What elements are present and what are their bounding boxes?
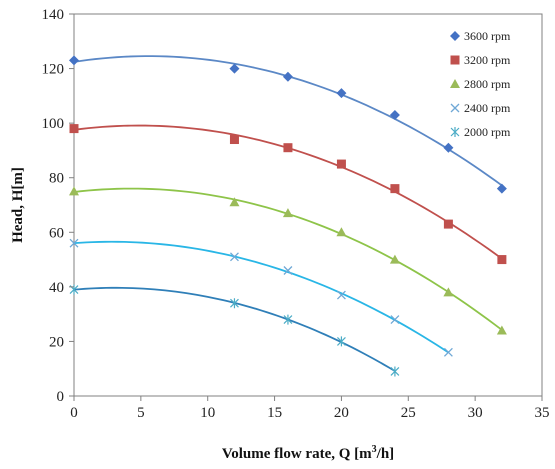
data-point bbox=[336, 227, 347, 237]
data-point bbox=[69, 55, 79, 66]
data-point bbox=[336, 159, 346, 169]
x-tick-label: 0 bbox=[70, 405, 78, 421]
data-point bbox=[337, 336, 346, 347]
legend-label: 2800 rpm bbox=[464, 77, 511, 91]
y-tick-label: 140 bbox=[42, 7, 65, 23]
data-point bbox=[443, 347, 453, 357]
data-point bbox=[229, 63, 240, 74]
data-point bbox=[497, 255, 507, 265]
legend-label: 3200 rpm bbox=[464, 53, 511, 67]
data-point bbox=[283, 266, 293, 275]
legend-marker bbox=[450, 31, 460, 41]
data-point bbox=[283, 314, 293, 325]
legend: 3600 rpm 3200 rpm 2800 rpm 2400 rpm 2000 rpm bbox=[450, 29, 511, 139]
x-tick-label: 35 bbox=[535, 405, 550, 421]
plot-area bbox=[73, 13, 543, 397]
data-point bbox=[443, 219, 453, 229]
data-point bbox=[389, 109, 400, 120]
x-tick-label: 25 bbox=[401, 405, 416, 421]
legend-marker bbox=[450, 79, 460, 88]
data-point bbox=[69, 238, 79, 248]
fit-curve-2400-rpm bbox=[73, 240, 449, 354]
data-markers bbox=[69, 55, 507, 377]
data-point bbox=[336, 290, 346, 300]
data-point bbox=[443, 287, 454, 297]
legend-marker bbox=[450, 103, 460, 113]
legend-label: 2000 rpm bbox=[464, 125, 511, 139]
y-axis-label: Head, H[m] bbox=[10, 167, 26, 243]
data-point bbox=[229, 197, 240, 207]
legend-label: 2400 rpm bbox=[464, 101, 511, 115]
data-point bbox=[282, 71, 293, 82]
data-point bbox=[389, 254, 400, 264]
data-point bbox=[229, 252, 239, 262]
data-point bbox=[336, 88, 347, 99]
y-tick-label: 40 bbox=[49, 280, 64, 296]
y-tick-label: 20 bbox=[49, 334, 64, 350]
y-tick-label: 100 bbox=[42, 116, 65, 132]
x-tick-label: 15 bbox=[267, 405, 282, 421]
x-tick-label: 30 bbox=[468, 405, 483, 421]
data-point bbox=[390, 366, 400, 377]
legend-label: 3600 rpm bbox=[464, 29, 511, 43]
data-point bbox=[390, 315, 400, 325]
y-axis-ticks: 0 20 40 60 80 100 120 140 bbox=[42, 7, 74, 405]
data-point bbox=[282, 208, 293, 218]
data-point bbox=[230, 298, 239, 309]
legend-marker bbox=[450, 55, 460, 65]
x-axis-label: Volume flow rate, Q [m3/h] bbox=[222, 444, 394, 462]
data-point bbox=[283, 143, 293, 153]
data-point bbox=[390, 184, 400, 194]
data-point bbox=[69, 186, 79, 196]
y-tick-label: 0 bbox=[57, 389, 65, 405]
data-point bbox=[496, 183, 507, 194]
data-point bbox=[229, 135, 239, 145]
data-point bbox=[69, 124, 79, 134]
y-tick-label: 80 bbox=[49, 171, 64, 187]
x-tick-label: 20 bbox=[334, 405, 349, 421]
data-point bbox=[443, 142, 454, 153]
y-tick-label: 60 bbox=[49, 225, 64, 241]
y-tick-label: 120 bbox=[42, 62, 65, 78]
x-axis-ticks: 0 5 10 15 20 25 30 35 bbox=[70, 396, 550, 421]
legend-marker bbox=[450, 127, 460, 137]
x-tick-label: 5 bbox=[137, 405, 145, 421]
x-tick-label: 10 bbox=[200, 405, 215, 421]
data-point bbox=[496, 325, 507, 335]
